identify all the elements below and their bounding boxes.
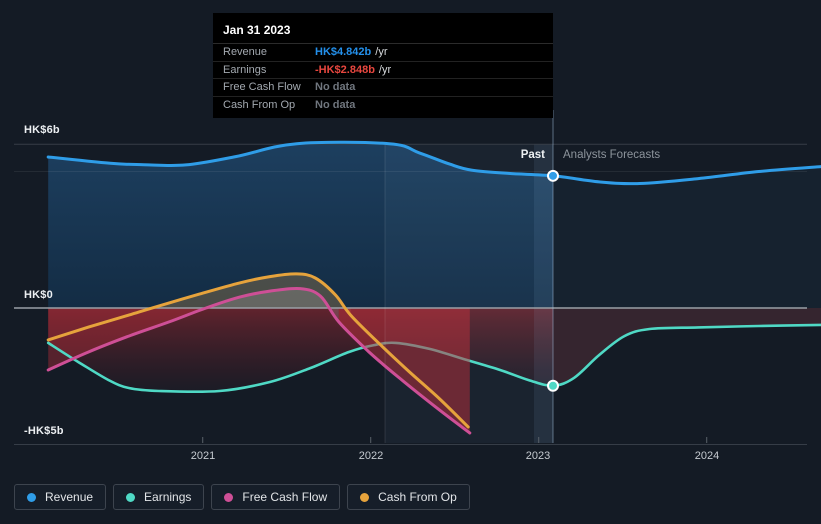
x-axis-label-2021: 2021 xyxy=(190,450,216,462)
tooltip-value: No data xyxy=(315,99,356,112)
legend-item-revenue[interactable]: Revenue xyxy=(14,484,107,510)
legend-label: Cash From Op xyxy=(378,490,457,504)
revenue-area-past xyxy=(48,142,553,308)
fcf-negative-area-left xyxy=(48,308,207,370)
x-axis-label-2023: 2023 xyxy=(525,450,551,462)
tooltip-unit: /yr xyxy=(375,46,388,59)
legend-label: Free Cash Flow xyxy=(242,490,328,504)
revenue-hover-marker xyxy=(547,169,559,182)
hover-band xyxy=(534,144,553,443)
legend-label: Revenue xyxy=(45,490,94,504)
free-cash-flow-dot-icon xyxy=(224,492,234,502)
y-axis-label-0: HK$0 xyxy=(24,289,53,301)
tooltip-label: Free Cash Flow xyxy=(223,81,301,94)
tooltip-label: Cash From Op xyxy=(223,99,296,112)
y-axis-label-neg5b: -HK$5b xyxy=(24,425,64,437)
earnings-dot-icon xyxy=(126,492,136,502)
past-region-label: Past xyxy=(520,149,545,161)
legend-label: Earnings xyxy=(144,490,192,504)
earnings-hover-marker xyxy=(547,379,559,392)
cash-from-op-dot-icon xyxy=(360,492,370,502)
tooltip-label: Revenue xyxy=(223,46,268,59)
tooltip-label: Earnings xyxy=(223,63,267,76)
fcf-negative-area-descent xyxy=(338,308,470,433)
fcf-line xyxy=(46,286,472,435)
earnings-negative-area-forecast xyxy=(553,308,821,386)
legend-item-free-cash-flow[interactable]: Free Cash Flow xyxy=(211,484,341,510)
cashop-line xyxy=(46,272,470,429)
x-axis-label-2022: 2022 xyxy=(358,450,384,462)
legend: Revenue Earnings Free Cash Flow Cash Fro… xyxy=(14,484,470,510)
legend-item-cash-from-op[interactable]: Cash From Op xyxy=(347,484,470,510)
legend-item-earnings[interactable]: Earnings xyxy=(113,484,205,510)
tooltip-value: -HK$2.848b xyxy=(315,63,375,76)
tooltip-date: Jan 31 2023 xyxy=(213,19,553,44)
tooltip-unit: /yr xyxy=(378,63,392,76)
tooltip-value: HK$4.842b xyxy=(315,46,372,59)
tooltip-row-free-cash-flow: Free Cash Flow No data xyxy=(213,79,553,97)
revenue-line xyxy=(46,140,821,186)
fcf-positive-area xyxy=(206,288,339,322)
tooltip-value: No data xyxy=(315,81,356,94)
forecast-region-label: Analysts Forecasts xyxy=(563,149,661,161)
revenue-dot-icon xyxy=(27,492,36,502)
hover-tooltip: Jan 31 2023 Revenue HK$4.842b /yr Earnin… xyxy=(213,13,553,118)
x-axis-label-2024: 2024 xyxy=(694,450,720,462)
revenue-area-forecast xyxy=(553,166,821,308)
tooltip-row-cash-from-op: Cash From Op No data xyxy=(213,97,553,115)
tooltip-row-earnings: Earnings -HK$2.848b /yr xyxy=(213,62,553,79)
y-axis-label-6b: HK$6b xyxy=(24,124,60,136)
tooltip-row-revenue: Revenue HK$4.842b /yr xyxy=(213,44,553,62)
